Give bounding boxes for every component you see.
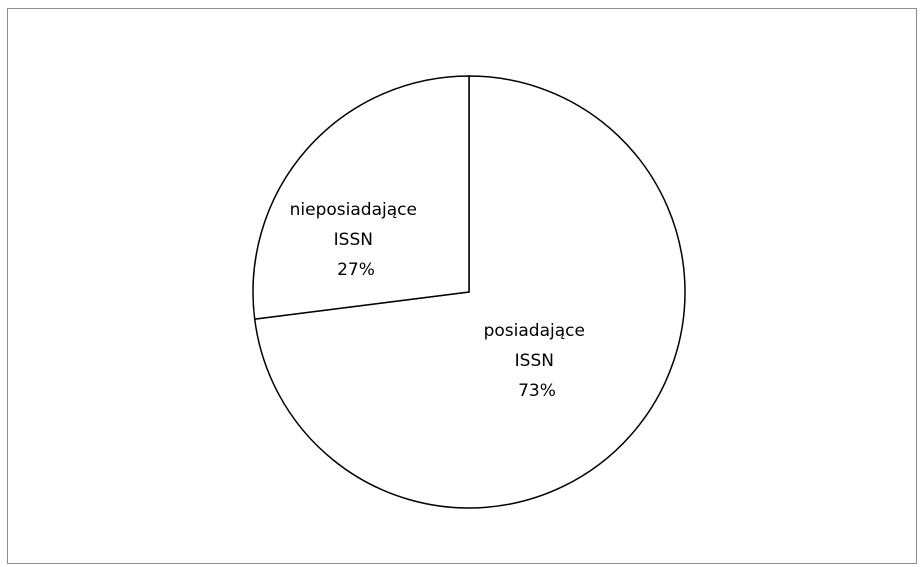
labels-layer: posiadające ISSN 73% nieposiadające ISSN… xyxy=(290,200,591,401)
slice-label-nieposiadajace-line1: nieposiadające xyxy=(290,200,417,220)
slice-label-posiadajace-line2: ISSN xyxy=(515,351,554,371)
slice-label-posiadajace: posiadające ISSN 73% xyxy=(484,321,591,401)
slice-label-posiadajace-line3: 73% xyxy=(518,381,556,401)
slice-label-nieposiadajace-line3: 27% xyxy=(337,260,375,280)
slice-posiadajace xyxy=(253,75,686,509)
slice-label-nieposiadajace: nieposiadające ISSN 27% xyxy=(290,200,423,280)
slice-label-posiadajace-line1: posiadające xyxy=(484,321,585,341)
slice-label-nieposiadajace-line2: ISSN xyxy=(334,230,373,250)
slice-nieposiadajace xyxy=(252,75,470,320)
slices-layer xyxy=(252,75,686,509)
